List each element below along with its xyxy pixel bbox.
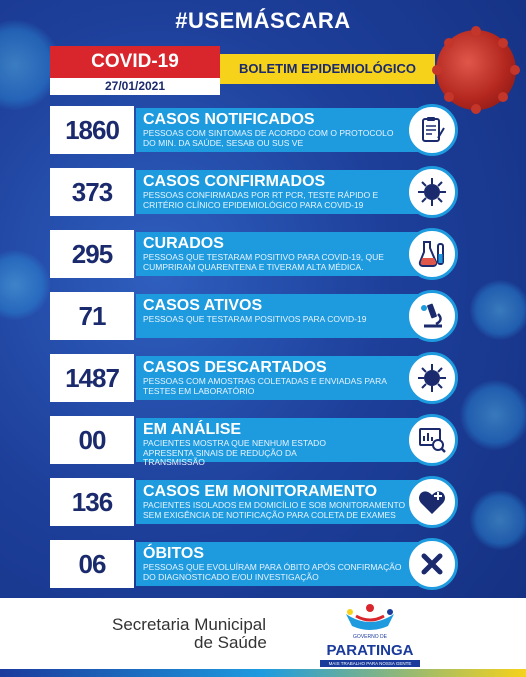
microscope-icon	[406, 290, 458, 342]
stat-description: PACIENTES MOSTRA QUE NENHUM ESTADO APRES…	[143, 438, 326, 467]
stat-value: 00	[50, 416, 134, 464]
coronavirus-icon	[432, 26, 520, 114]
virus-decoration	[470, 490, 526, 550]
stat-bar: EM ANÁLISE PACIENTES MOSTRA QUE NENHUM E…	[136, 418, 436, 467]
test-tube-icon	[406, 228, 458, 280]
stat-title: CASOS EM MONITORAMENTO	[143, 483, 378, 500]
stat-description: PACIENTES ISOLADOS EM DOMICÍLIO E SOB MO…	[143, 500, 406, 520]
stat-description: PESSOAS QUE EVOLUÍRAM PARA ÓBITO APÓS CO…	[143, 562, 402, 582]
stat-value: 136	[50, 478, 134, 526]
heart-plus-icon	[406, 476, 458, 528]
stat-title: EM ANÁLISE	[143, 421, 242, 438]
virus-decoration	[470, 280, 526, 340]
logo-tagline: MAIS TRABALHO PARA NOSSA GENTE	[320, 660, 420, 667]
stat-row-ativos: 71 CASOS ATIVOS PESSOAS QUE TESTARAM POS…	[50, 290, 460, 342]
stat-value: 1860	[50, 106, 134, 154]
stat-row-confirmados: 373 CASOS CONFIRMADOS PESSOAS CONFIRMADA…	[50, 166, 460, 218]
stat-row-monitoramento: 136 CASOS EM MONITORAMENTO PACIENTES ISO…	[50, 476, 460, 528]
stat-bar: CURADOS PESSOAS QUE TESTARAM POSITIVO PA…	[136, 232, 436, 276]
stat-description: PESSOAS QUE TESTARAM POSITIVOS PARA COVI…	[143, 314, 367, 324]
stat-value: 71	[50, 292, 134, 340]
stat-bar: CASOS CONFIRMADOS PESSOAS CONFIRMADAS PO…	[136, 170, 436, 214]
stat-title: CURADOS	[143, 235, 224, 252]
hashtag-title: #USEMÁSCARA	[175, 8, 351, 33]
stat-title: CASOS ATIVOS	[143, 297, 263, 314]
stat-value: 295	[50, 230, 134, 278]
x-icon	[406, 538, 458, 590]
secretaria-label: Secretaria Municipal	[112, 615, 267, 634]
stat-bar: CASOS EM MONITORAMENTO PACIENTES ISOLADO…	[136, 480, 436, 524]
logo-name: PARATINGA	[326, 642, 414, 659]
people-logo-icon	[346, 604, 394, 630]
stat-description: PESSOAS COM SINTOMAS DE ACORDO COM O PRO…	[143, 128, 394, 148]
stat-description: PESSOAS COM AMOSTRAS COLETADAS E ENVIADA…	[143, 376, 387, 396]
stat-row-descartados: 1487 CASOS DESCARTADOS PESSOAS COM AMOST…	[50, 352, 460, 404]
stat-title: CASOS NOTIFICADOS	[143, 111, 315, 128]
paratinga-logo: GOVERNO DE PARATINGA MAIS TRABALHO PARA …	[316, 602, 424, 668]
clipboard-icon	[406, 104, 458, 156]
stat-bar: ÓBITOS PESSOAS QUE EVOLUÍRAM PARA ÓBITO …	[136, 542, 436, 586]
virus-decoration	[460, 380, 526, 450]
stat-row-curados: 295 CURADOS PESSOAS QUE TESTARAM POSITIV…	[50, 228, 460, 280]
stat-title: ÓBITOS	[143, 545, 205, 562]
boletim-label: BOLETIM EPIDEMIOLÓGICO	[220, 54, 435, 84]
stat-description: PESSOAS QUE TESTARAM POSITIVO PARA COVID…	[143, 252, 384, 272]
analysis-icon	[406, 414, 458, 466]
saude-label: de Saúde	[194, 633, 267, 652]
stat-title: CASOS DESCARTADOS	[143, 359, 327, 376]
virus-icon	[406, 352, 458, 404]
stat-bar: CASOS NOTIFICADOS PESSOAS COM SINTOMAS D…	[136, 108, 436, 152]
bottom-stripe	[0, 669, 526, 677]
stat-bar: CASOS ATIVOS PESSOAS QUE TESTARAM POSITI…	[136, 294, 436, 338]
stat-value: 06	[50, 540, 134, 588]
footer: Secretaria Municipal de Saúde GOVERNO DE…	[0, 598, 526, 677]
stat-bar: CASOS DESCARTADOS PESSOAS COM AMOSTRAS C…	[136, 356, 436, 400]
stat-row-obitos: 06 ÓBITOS PESSOAS QUE EVOLUÍRAM PARA ÓBI…	[50, 538, 460, 590]
stat-value: 373	[50, 168, 134, 216]
virus-icon	[406, 166, 458, 218]
logo-gov-label: GOVERNO DE	[353, 634, 387, 640]
stat-value: 1487	[50, 354, 134, 402]
stat-row-em-analise: 00 EM ANÁLISE PACIENTES MOSTRA QUE NENHU…	[50, 414, 460, 467]
bulletin-date: 27/01/2021	[50, 78, 220, 95]
covid-label: COVID-19	[50, 46, 220, 78]
stat-description: PESSOAS CONFIRMADAS POR RT PCR, TESTE RÁ…	[143, 190, 379, 210]
stat-title: CASOS CONFIRMADOS	[143, 173, 326, 190]
virus-decoration	[0, 250, 50, 320]
stat-row-notificados: 1860 CASOS NOTIFICADOS PESSOAS COM SINTO…	[50, 104, 460, 156]
